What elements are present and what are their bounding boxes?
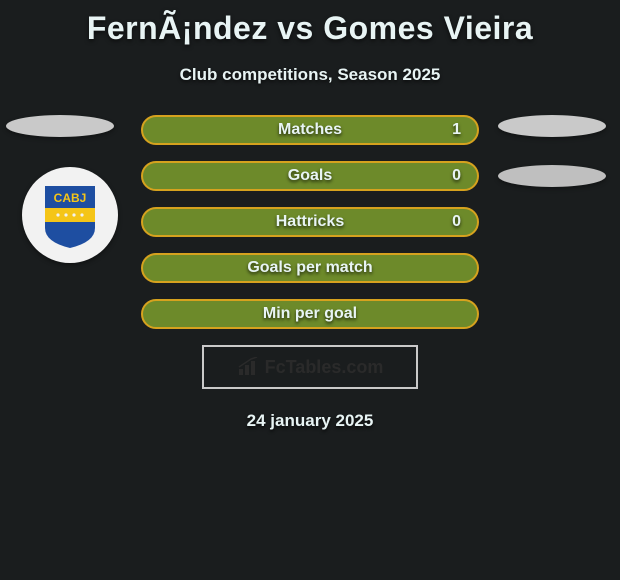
stat-row: Goals per match [0,253,620,283]
club-crest: CABJ [22,167,118,263]
footer-brand-text: FcTables.com [265,357,384,378]
player-right-placeholder-1 [498,115,606,137]
cabj-shield-icon: CABJ [35,180,105,250]
stats-area: CABJ Matches1Goals0Hattricks0Goals per m… [0,115,620,329]
stat-pill: Hattricks0 [141,207,479,237]
stat-value: 1 [452,121,461,139]
crest-text: CABJ [54,191,87,205]
stat-value: 0 [452,167,461,185]
stat-value: 0 [452,213,461,231]
footer-attribution: FcTables.com [202,345,418,389]
date-line: 24 january 2025 [0,411,620,431]
stat-pill: Goals0 [141,161,479,191]
stat-label: Min per goal [143,305,477,323]
stat-pill: Goals per match [141,253,479,283]
stat-row: Min per goal [0,299,620,329]
stat-pill: Matches1 [141,115,479,145]
stat-label: Goals [143,167,477,185]
player-right-placeholder-2 [498,165,606,187]
player-left-placeholder [6,115,114,137]
stat-label: Hattricks [143,213,477,231]
page-title: FernÃ¡ndez vs Gomes Vieira [0,0,620,47]
stat-label: Matches [143,121,477,139]
stat-pill: Min per goal [141,299,479,329]
bar-chart-icon [237,357,261,377]
subtitle: Club competitions, Season 2025 [0,65,620,85]
stat-label: Goals per match [143,259,477,277]
